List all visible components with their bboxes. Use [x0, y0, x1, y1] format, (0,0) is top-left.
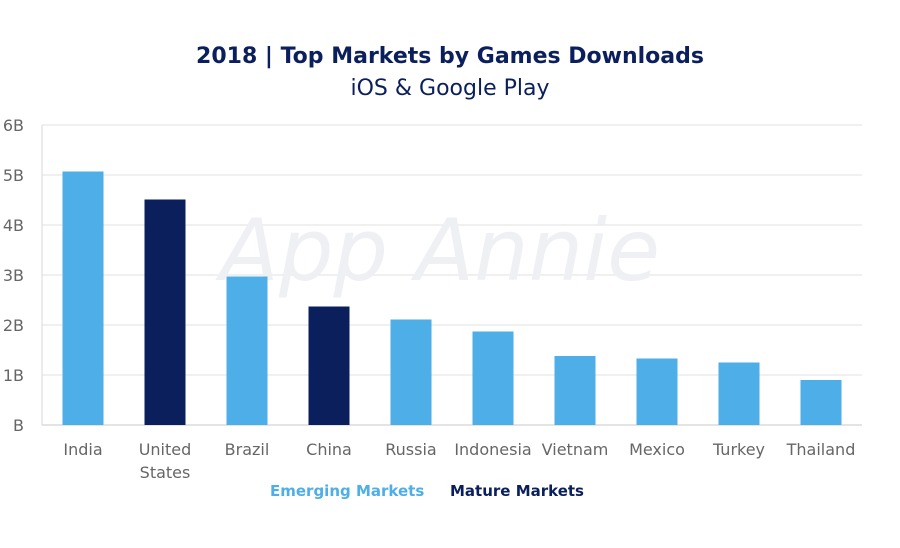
chart-subtitle: iOS & Google Play: [350, 76, 550, 101]
legend-emerging: Emerging Markets: [270, 482, 425, 500]
y-tick-label: 3B: [3, 266, 24, 285]
bar-mexico: [636, 358, 678, 425]
y-tick-label: 5B: [3, 166, 24, 185]
chart-title: 2018 | Top Markets by Games Downloads: [196, 44, 704, 69]
bar-india: [62, 171, 104, 425]
bar-russia: [390, 319, 432, 425]
watermark: App Annie: [215, 201, 660, 301]
bar-turkey: [718, 362, 760, 425]
y-tick-label: 6B: [3, 116, 24, 135]
x-tick-label: Vietnam: [542, 440, 609, 459]
x-tick-label: Indonesia: [454, 440, 531, 459]
x-tick-label: Russia: [385, 440, 436, 459]
bar-thailand: [800, 380, 842, 425]
bar-vietnam: [554, 356, 596, 425]
y-tick-label: 4B: [3, 216, 24, 235]
x-tick-label: China: [306, 440, 352, 459]
x-tick-label: United: [139, 440, 192, 459]
legend-mature: Mature Markets: [450, 482, 584, 500]
x-tick-label: Turkey: [712, 440, 765, 459]
bar-united-states: [144, 199, 186, 425]
y-tick-label: 1B: [3, 366, 24, 385]
x-tick-label: India: [63, 440, 102, 459]
x-tick-label: Brazil: [225, 440, 270, 459]
bar-indonesia: [472, 331, 514, 425]
y-tick-label: B: [13, 416, 24, 435]
bar-brazil: [226, 276, 268, 425]
y-tick-label: 2B: [3, 316, 24, 335]
x-tick-label: Thailand: [786, 440, 856, 459]
bar-china: [308, 306, 350, 425]
x-tick-label: States: [140, 463, 191, 482]
x-tick-label: Mexico: [629, 440, 685, 459]
